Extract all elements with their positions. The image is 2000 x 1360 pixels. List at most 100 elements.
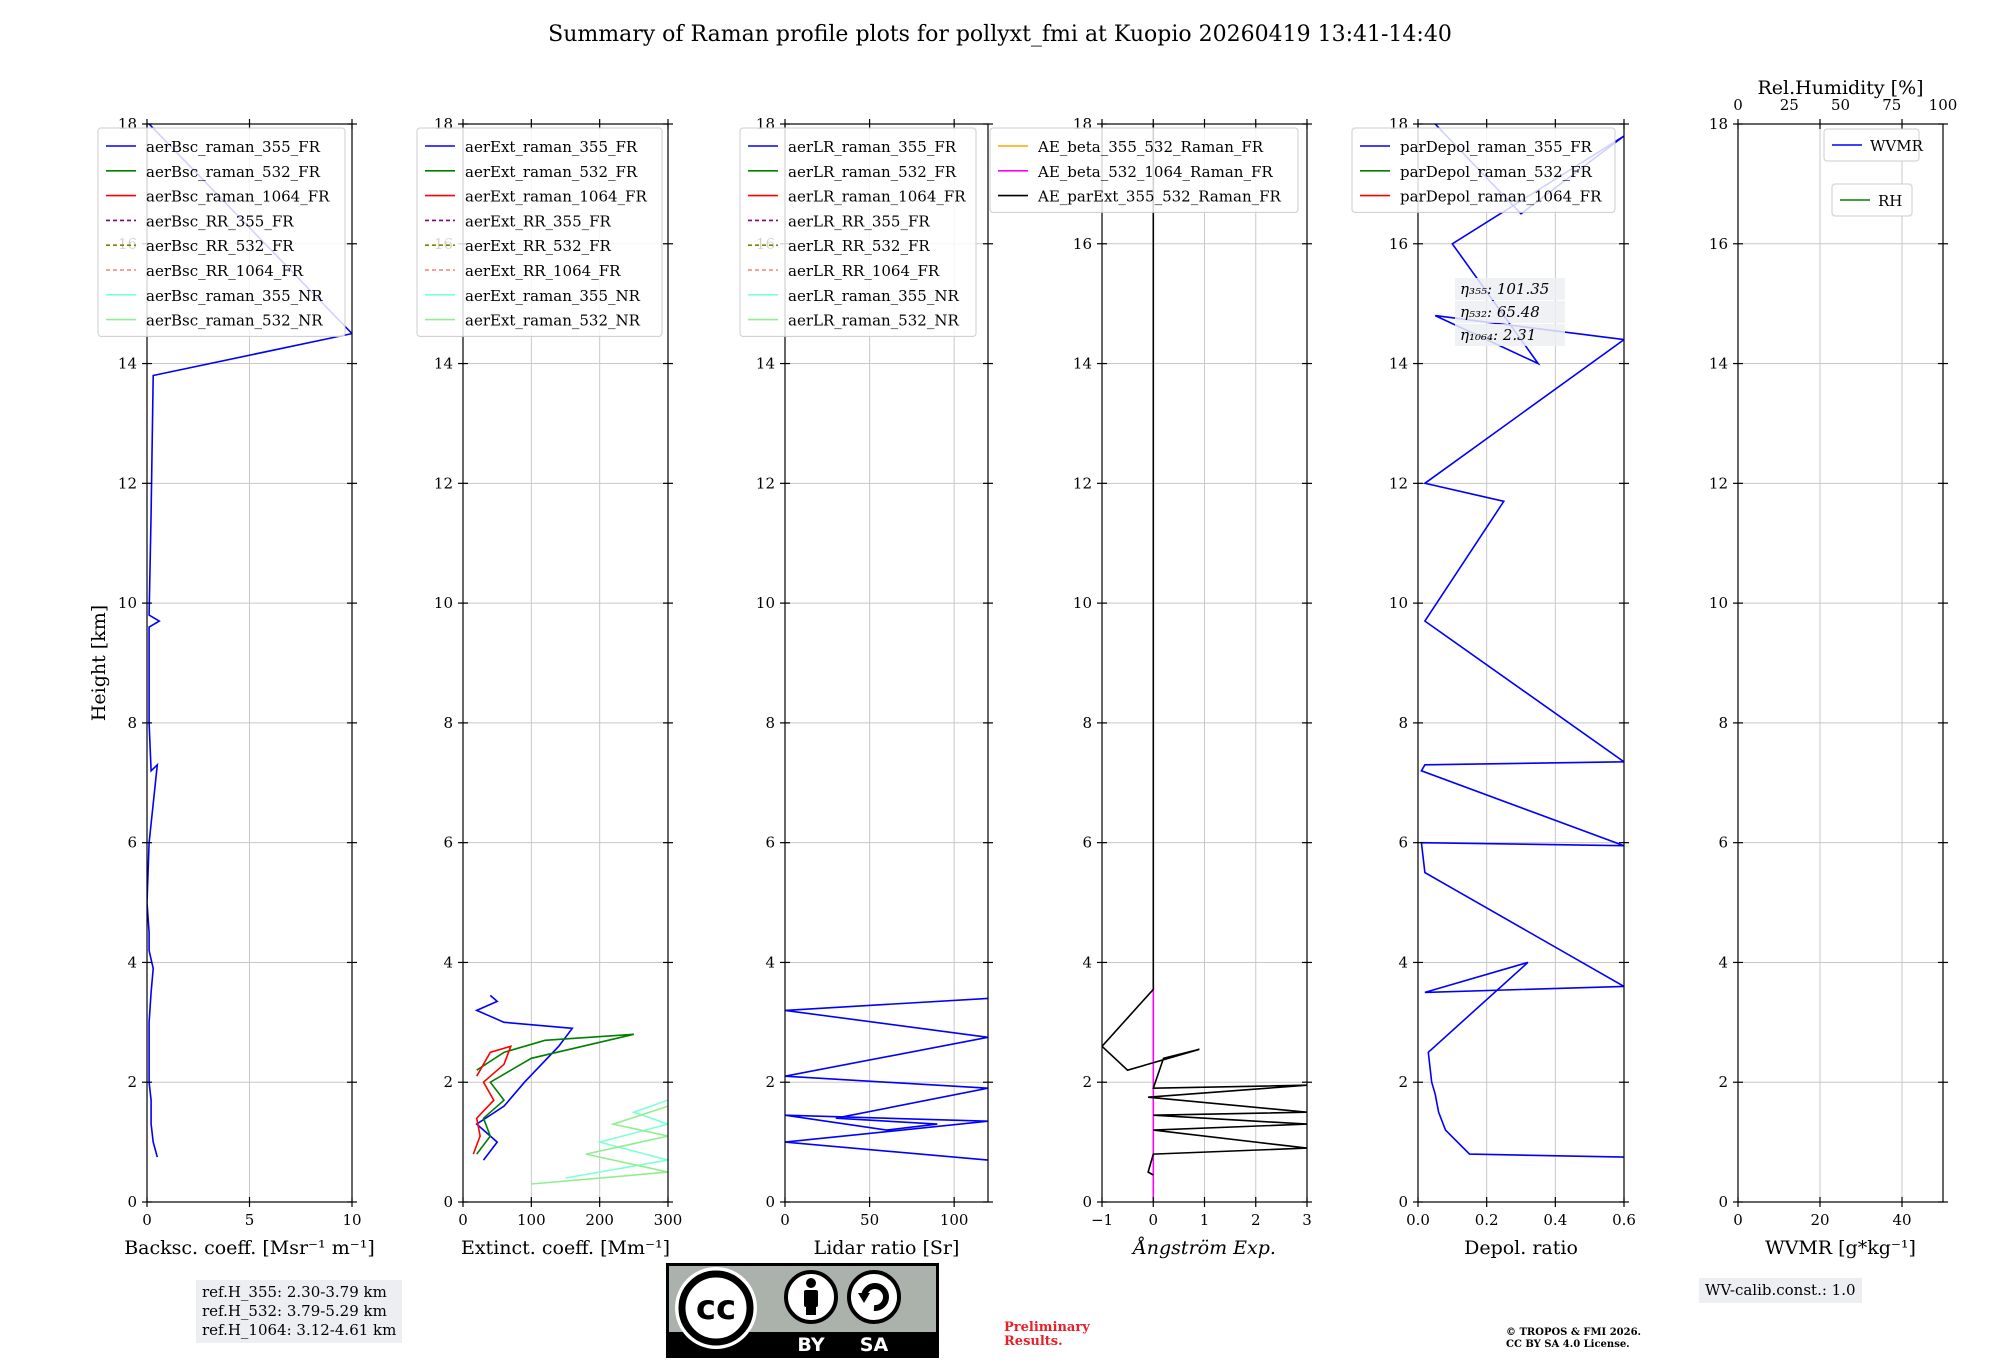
ytick-label: 8 [765,714,775,732]
legend-label: aerLR_RR_355_FR [788,212,930,230]
ytick-label: 4 [1718,953,1728,971]
series-parDepol_raman_355_FR [1420,124,1624,1158]
legend-lr: aerLR_raman_355_FR aerLR_raman_532_FR aerL… [739,127,977,337]
ytick-label: 2 [443,1073,453,1091]
legend-label: aerBsc_raman_355_NR [146,287,323,305]
ytick-label: 4 [443,953,453,971]
panel-bsc: 0246810121416180510Backsc. coeff. [Msr⁻¹… [88,115,375,1259]
reference-height-box: ref.H_355: 2.30-3.79 km ref.H_532: 3.79-… [196,1280,403,1343]
ytick-label: 10 [1389,594,1408,612]
legend-box [97,127,346,337]
legend-label: aerLR_RR_1064_FR [788,262,940,280]
xtick-label: 0 [1148,1211,1158,1229]
ytick-label: 8 [127,714,137,732]
x2tick-label: 75 [1882,96,1901,114]
annotation-box [1455,301,1565,323]
axes-frame [784,123,989,1203]
series-aerBsc_raman_355_FR [147,124,352,1158]
legend-label: aerLR_raman_532_FR [788,163,957,181]
ytick-label: 16 [1389,235,1408,253]
ytick-label: 8 [1718,714,1728,732]
ytick-label: 14 [1709,355,1728,373]
ytick-label: 6 [1398,834,1408,852]
legend-label: AE_parExt_355_532_Raman_FR [1037,188,1282,206]
panel-wv: 0 2 4 6 8 10 12 14 16 18 0 20 40 WVMR [g*kg⁻¹] Rel.Hum… [1709,77,1957,1259]
ytick-label: 4 [1082,953,1092,971]
legend-label: aerLR_raman_1064_FR [788,188,966,206]
axes-frame [1737,123,1944,1203]
series-group [785,997,988,1161]
legend-box [416,127,663,337]
xtick-label: 40 [1892,1211,1911,1229]
legend-label: AE_beta_532_1064_Raman_FR [1037,163,1273,181]
cc-by-sa-badge: cc BY SA [666,1263,939,1358]
legend-ext: aerExt_raman_355_FR aerExt_raman_532_FRae… [416,127,663,337]
xtick-label: 0.2 [1475,1211,1499,1229]
copyright-line-1: © TROPOS & FMI 2026. [1506,1327,1642,1338]
xaxis-label: Extinct. coeff. [Mm⁻¹] [461,1237,670,1259]
preliminary-note: Preliminary Results. [1004,1321,1090,1349]
series-aerExt_raman_355_FR [474,994,574,1161]
wv-calib-text: WV-calib.const.: 1.0 [1705,1281,1856,1299]
x2tick-label: 0 [1733,96,1743,114]
ytick-label: 0 [1398,1193,1408,1211]
xtick-label: 20 [1810,1211,1829,1229]
legend-label: aerBsc_raman_355_FR [146,138,321,156]
wv-calib-box: WV-calib.const.: 1.0 [1699,1278,1862,1303]
ytick-label: 10 [756,594,775,612]
xtick-label: 1 [1200,1211,1210,1229]
legend-label: aerExt_raman_532_NR [465,312,641,330]
ytick-label: 6 [765,834,775,852]
ref-height-1064: ref.H_1064: 3.12-4.61 km [202,1321,397,1339]
ytick-label: 10 [1073,594,1092,612]
ytick-label: 6 [1082,834,1092,852]
legend-depol: parDepol_raman_355_FR parDepol_raman_532_… [1351,127,1616,213]
panel-ext: 0246810121416180100200300Extinct. coeff.… [416,115,682,1259]
xtick-label: 0.6 [1612,1211,1636,1229]
x2tick-label: 100 [1929,96,1958,114]
xtick-label: 3 [1302,1211,1312,1229]
ytick-label: 12 [756,474,775,492]
ytick-label: 10 [1709,594,1728,612]
legend-label: aerLR_raman_355_NR [788,287,959,305]
legend-label: aerBsc_raman_1064_FR [146,188,330,206]
ytick-label: 10 [118,594,137,612]
ytick-label: 10 [434,594,453,612]
depol-annotations: η₃₅₅: 101.35 η₅₃₂: 65.48 η₁₀₆₄: 2.31 [1455,278,1565,346]
xtick-label: 0 [780,1211,790,1229]
ref-height-355: ref.H_355: 2.30-3.79 km [202,1283,387,1301]
ref-height-532: ref.H_532: 3.79-5.29 km [202,1302,387,1320]
legend-rh: RH [1831,183,1913,217]
ytick-label: 6 [1718,834,1728,852]
figure-title: Summary of Raman profile plots for polly… [548,22,1452,47]
xtick-label: 0 [458,1211,468,1229]
xtick-label: 100 [940,1211,969,1229]
legend-box [989,127,1299,213]
ytick-label: 12 [118,474,137,492]
ytick-label: 2 [1718,1073,1728,1091]
series-aerExt_raman_532_NR [531,1105,668,1185]
xaxis-label: Backsc. coeff. [Msr⁻¹ m⁻¹] [124,1237,375,1259]
ytick-label: 18 [1709,115,1728,133]
copyright-note: © TROPOS & FMI 2026. CC BY SA 4.0 Licens… [1506,1327,1641,1351]
legend-label: aerExt_raman_532_FR [465,163,638,181]
xtick-label: 0 [1733,1211,1743,1229]
ytick-label: 4 [1398,953,1408,971]
legend-label: aerExt_RR_532_FR [465,237,612,255]
xtick-label: 0.0 [1406,1211,1430,1229]
legend-label: aerLR_raman_532_NR [788,312,959,330]
ytick-label: 12 [1073,474,1092,492]
annotation-box [1455,278,1565,300]
x2tick-label: 25 [1780,96,1799,114]
annotation-text: η₁₀₆₄: 2.31 [1460,326,1536,344]
legend-label: aerExt_raman_355_FR [465,138,638,156]
preliminary-line-1: Preliminary [1004,1320,1090,1335]
ytick-label: 0 [765,1193,775,1211]
series-aerExt_raman_1064_FR [472,1045,513,1155]
copyright-line-2: CC BY SA 4.0 License. [1506,1339,1630,1350]
series-AE_parExt_355_532_Raman_FR [1102,124,1307,1176]
legend-label: aerBsc_RR_355_FR [146,212,294,230]
